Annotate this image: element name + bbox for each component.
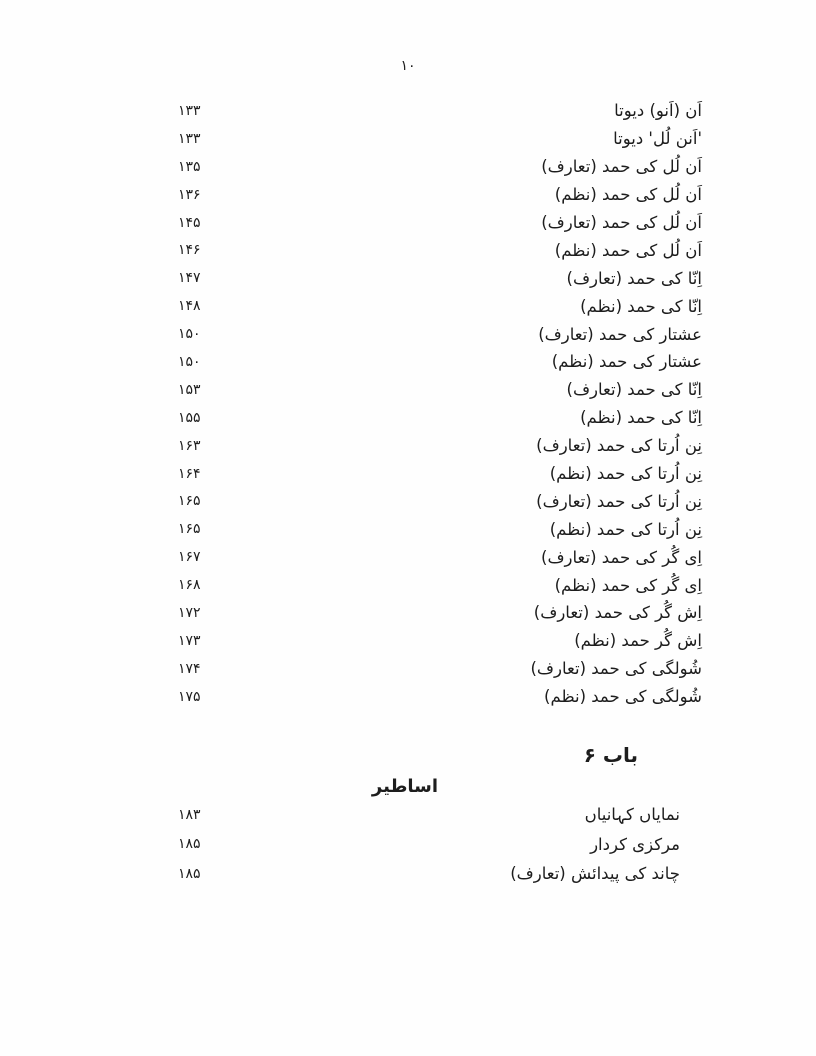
toc-entry-title: 'اَنن لُل' دیوتا [613, 129, 702, 149]
toc-entry: اَن (اَنو) دیوتا ۱۳۳ [178, 97, 702, 125]
chapter-heading: باب ۶ [583, 743, 638, 767]
toc-entry-page-number: ۱۳۵ [178, 158, 201, 175]
toc-list-section: نمایاں کہانیاں ۱۸۳ مرکزی کردار ۱۸۵ چاند … [178, 800, 680, 889]
toc-entry-page-number: ۱۳۳ [178, 130, 201, 147]
toc-entry-title: نِن اُرتا کی حمد (نظم) [549, 519, 702, 539]
toc-entry: اِنّا کی حمد (تعارف) ۱۴۷ [178, 264, 702, 292]
toc-entry-page-number: ۱۸۵ [178, 865, 201, 882]
toc-entry-title: چاند کی پیدائش (تعارف) [510, 864, 680, 884]
toc-list-main: اَن (اَنو) دیوتا ۱۳۳ 'اَنن لُل' دیوتا ۱۳… [178, 97, 702, 711]
toc-entry-title: اِنّا کی حمد (نظم) [580, 408, 702, 428]
toc-entry-title: شُولگی کی حمد (نظم) [544, 687, 702, 707]
toc-entry-page-number: ۱۶۵ [178, 493, 201, 510]
toc-entry-title: اِی گُر کی حمد (نظم) [554, 575, 702, 595]
toc-entry-title: اِی گُر کی حمد (تعارف) [541, 547, 702, 567]
toc-entry: اَن لُل کی حمد (نظم) ۱۴۶ [178, 236, 702, 264]
toc-entry: اِش گُر حمد (نظم) ۱۷۳ [178, 627, 702, 655]
toc-entry-page-number: ۱۴۸ [178, 298, 201, 315]
toc-entry-page-number: ۱۴۷ [178, 270, 201, 287]
section-heading: اساطیر [371, 776, 439, 797]
toc-entry-page-number: ۱۵۰ [178, 353, 201, 370]
toc-entry-title: اِنّا کی حمد (نظم) [580, 296, 702, 316]
toc-entry: عشتار کی حمد (تعارف) ۱۵۰ [178, 320, 702, 348]
toc-entry: 'اَنن لُل' دیوتا ۱۳۳ [178, 125, 702, 153]
toc-entry-page-number: ۱۵۵ [178, 409, 201, 426]
toc-entry-page-number: ۱۵۳ [178, 381, 201, 398]
toc-entry: اِنّا کی حمد (نظم) ۱۴۸ [178, 292, 702, 320]
toc-entry-page-number: ۱۸۵ [178, 836, 201, 853]
toc-entry: مرکزی کردار ۱۸۵ [178, 830, 680, 860]
toc-entry: اَن لُل کی حمد (تعارف) ۱۳۵ [178, 153, 702, 181]
toc-entry-title: نِن اُرتا کی حمد (نظم) [549, 464, 702, 484]
toc-entry: اِی گُر کی حمد (نظم) ۱۶۸ [178, 571, 702, 599]
toc-entry-title: اَن لُل کی حمد (تعارف) [541, 213, 702, 232]
toc-entry: نِن اُرتا کی حمد (تعارف) ۱۶۵ [178, 487, 702, 515]
toc-entry-page-number: ۱۶۵ [178, 521, 201, 538]
toc-entry-title: نمایاں کہانیاں [584, 805, 680, 825]
toc-entry: اِش گُر کی حمد (تعارف) ۱۷۲ [178, 599, 702, 627]
toc-entry: شُولگی کی حمد (نظم) ۱۷۵ [178, 683, 702, 711]
toc-entry-page-number: ۱۷۵ [178, 688, 201, 705]
toc-entry-page-number: ۱۷۴ [178, 660, 201, 677]
toc-entry-title: اَن لُل کی حمد (نظم) [554, 240, 702, 260]
toc-entry: اِی گُر کی حمد (تعارف) ۱۶۷ [178, 543, 702, 571]
toc-entry-page-number: ۱۵۰ [178, 326, 201, 343]
toc-entry: شُولگی کی حمد (تعارف) ۱۷۴ [178, 655, 702, 683]
toc-entry-page-number: ۱۶۷ [178, 549, 201, 566]
toc-entry: نِن اُرتا کی حمد (نظم) ۱۶۵ [178, 515, 702, 543]
toc-entry-title: اِنّا کی حمد (تعارف) [566, 268, 702, 288]
toc-entry: چاند کی پیدائش (تعارف) ۱۸۵ [178, 859, 680, 889]
toc-entry-page-number: ۱۶۴ [178, 465, 201, 482]
page-number: ۱۰ [400, 58, 416, 74]
toc-entry-title: اِنّا کی حمد (تعارف) [566, 380, 702, 400]
toc-entry-title: اَن (اَنو) دیوتا [614, 101, 702, 121]
toc-entry-page-number: ۱۷۲ [178, 604, 201, 621]
toc-entry: نِن اُرتا کی حمد (تعارف) ۱۶۳ [178, 432, 702, 460]
toc-entry-page-number: ۱۸۳ [178, 806, 201, 823]
toc-entry: عشتار کی حمد (نظم) ۱۵۰ [178, 348, 702, 376]
toc-entry-title: اِش گُر کی حمد (تعارف) [533, 603, 702, 623]
toc-entry-title: مرکزی کردار [590, 834, 680, 854]
toc-entry-title: عشتار کی حمد (نظم) [551, 352, 702, 372]
toc-entry: اَن لُل کی حمد (نظم) ۱۳۶ [178, 181, 702, 209]
toc-entry-page-number: ۱۳۳ [178, 102, 201, 119]
toc-entry-page-number: ۱۷۳ [178, 632, 201, 649]
toc-entry-title: شُولگی کی حمد (تعارف) [530, 659, 702, 679]
toc-entry-title: نِن اُرتا کی حمد (تعارف) [536, 491, 702, 511]
toc-entry-page-number: ۱۳۶ [178, 186, 201, 203]
toc-entry: اِنّا کی حمد (نظم) ۱۵۵ [178, 404, 702, 432]
toc-entry: نمایاں کہانیاں ۱۸۳ [178, 800, 680, 830]
toc-entry-page-number: ۱۴۵ [178, 214, 201, 231]
toc-entry-page-number: ۱۴۶ [178, 242, 201, 259]
toc-entry-title: اِش گُر حمد (نظم) [574, 631, 702, 651]
toc-entry-page-number: ۱۶۳ [178, 437, 201, 454]
toc-entry-title: اَن لُل کی حمد (تعارف) [541, 157, 702, 177]
toc-entry: نِن اُرتا کی حمد (نظم) ۱۶۴ [178, 460, 702, 488]
toc-entry-title: اَن لُل کی حمد (نظم) [554, 185, 702, 205]
toc-entry: اِنّا کی حمد (تعارف) ۱۵۳ [178, 376, 702, 404]
toc-entry: اَن لُل کی حمد (تعارف) ۱۴۵ [178, 209, 702, 237]
toc-entry-title: عشتار کی حمد (تعارف) [538, 324, 702, 344]
toc-entry-title: نِن اُرتا کی حمد (تعارف) [536, 436, 702, 456]
toc-entry-page-number: ۱۶۸ [178, 577, 201, 594]
